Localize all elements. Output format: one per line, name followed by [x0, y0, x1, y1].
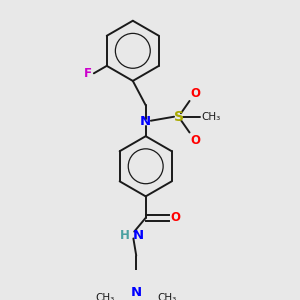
Text: O: O — [170, 211, 180, 224]
Text: N: N — [131, 286, 142, 298]
Text: O: O — [191, 134, 201, 147]
Text: O: O — [191, 87, 201, 100]
Text: N: N — [133, 229, 144, 242]
Text: CH₃: CH₃ — [202, 112, 221, 122]
Text: CH₃: CH₃ — [95, 293, 115, 300]
Text: CH₃: CH₃ — [158, 293, 177, 300]
Text: N: N — [140, 116, 151, 128]
Text: F: F — [84, 67, 92, 80]
Text: S: S — [174, 110, 184, 124]
Text: H: H — [120, 229, 130, 242]
